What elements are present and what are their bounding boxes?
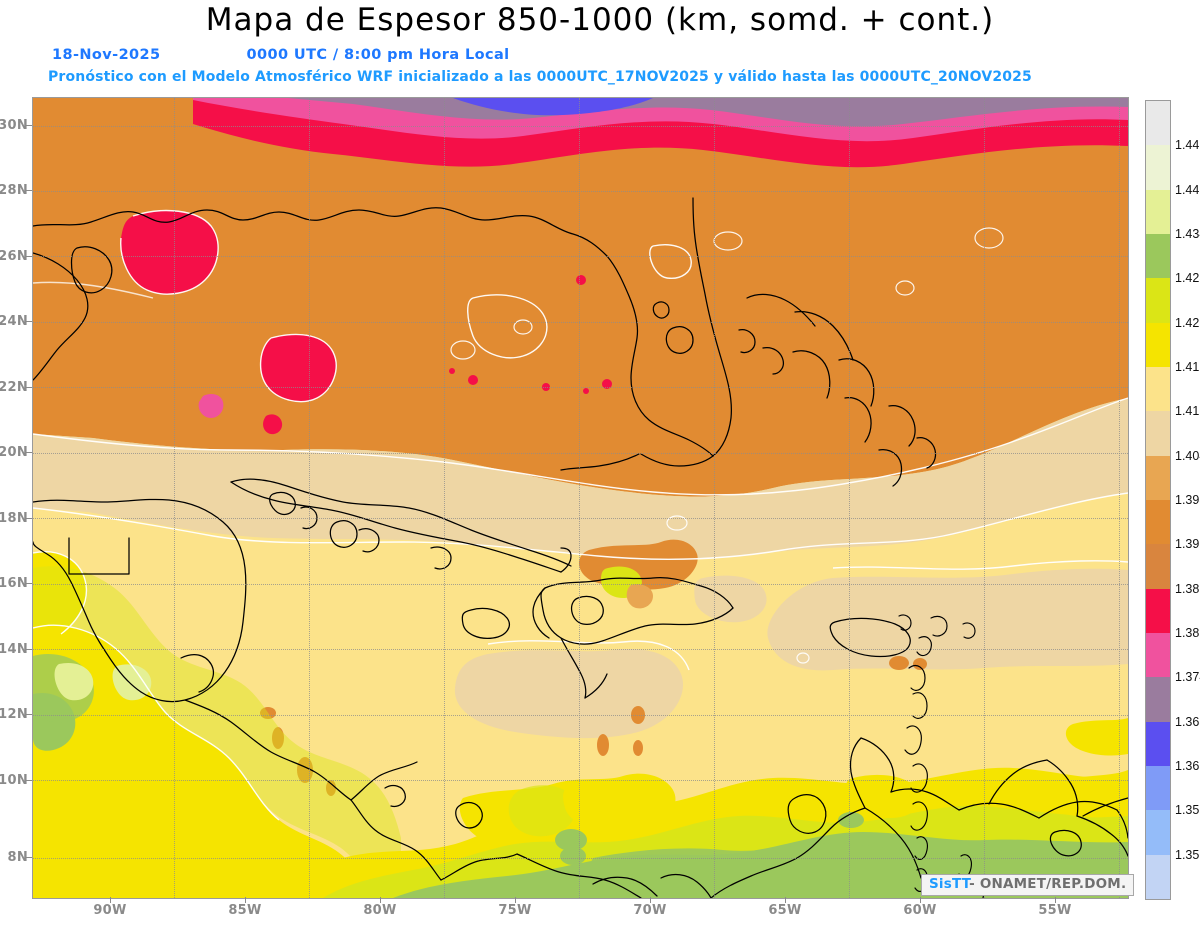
lon-label-85w: 85W (228, 903, 262, 918)
lat-label-22n: 22N (0, 380, 28, 395)
lat-label-18n: 18N (0, 511, 28, 526)
colorbar-swatch (1146, 278, 1170, 323)
colorbar-tick-label: 1.428 (1175, 271, 1200, 286)
lon-label-70w: 70W (633, 903, 667, 918)
colorbar-swatch (1146, 411, 1170, 456)
sistt-brand: SisTT (929, 876, 970, 892)
colorbar-swatch (1146, 322, 1170, 367)
colorbar-tick-label: 1.386 (1175, 581, 1200, 596)
colorbar-tick-label: 1.368 (1175, 714, 1200, 729)
lat-label-12n: 12N (0, 707, 28, 722)
lon-label-80w: 80W (363, 903, 397, 918)
colorbar-tick-label: 1.422 (1175, 315, 1200, 330)
colorbar-swatch (1146, 544, 1170, 589)
lat-label-28n: 28N (0, 183, 28, 198)
lon-label-75w: 75W (498, 903, 532, 918)
map-canvas[interactable] (32, 97, 1129, 899)
colorbar-tick-label: 1.404 (1175, 448, 1200, 463)
colorbar-swatch (1146, 632, 1170, 678)
agency-label: - ONAMET/REP.DOM. (969, 876, 1127, 892)
thickness-contour-field (33, 98, 1128, 898)
lat-label-30n: 30N (0, 118, 28, 133)
colorbar-tick-label: 1.362 (1175, 759, 1200, 773)
colorbar-swatch (1146, 145, 1170, 190)
colorbar-swatch (1146, 721, 1170, 766)
lat-label-10n: 10N (0, 773, 28, 788)
attribution-badge: SisTT- ONAMET/REP.DOM. (921, 874, 1135, 896)
colorbar-tick-label: 1.35 (1175, 847, 1200, 862)
valid-date: 18-Nov-2025 (52, 47, 161, 63)
colorbar-swatch (1146, 588, 1170, 633)
page-title: Mapa de Espesor 850-1000 (km, somd. + co… (205, 2, 995, 38)
lon-label-55w: 55W (1038, 903, 1072, 918)
lon-label-60w: 60W (903, 903, 937, 918)
colorbar-swatch (1146, 854, 1170, 899)
colorbar-swatch (1146, 765, 1170, 811)
colorbar-labels: 1.446 1.44 1.434 1.428 1.422 1.416 1.41 1.404 1.… (1175, 100, 1200, 900)
model-description: Pronóstico con el Modelo Atmosférico WRF… (48, 69, 1032, 85)
lat-label-26n: 26N (0, 249, 28, 264)
colorbar-tick-label: 1.356 (1175, 803, 1200, 818)
colorbar-swatch (1146, 455, 1170, 500)
colorbar-swatch (1146, 499, 1170, 545)
lat-label-24n: 24N (0, 314, 28, 329)
colorbar-tick-label: 1.38 (1175, 626, 1200, 640)
valid-datetime-line: 18-Nov-2025 0000 UTC / 8:00 pm Hora Local (52, 47, 510, 63)
colorbar-tick-label: 1.434 (1175, 227, 1200, 241)
lat-label-16n: 16N (0, 576, 28, 591)
lon-label-65w: 65W (768, 903, 802, 918)
colorbar-swatch (1146, 366, 1170, 412)
colorbar-tick-label: 1.374 (1175, 670, 1200, 685)
colorbar-tick-label: 1.446 (1175, 138, 1200, 153)
colorbar[interactable] (1145, 100, 1171, 900)
lat-label-14n: 14N (0, 642, 28, 657)
colorbar-swatch (1146, 677, 1170, 722)
lat-label-8n: 8N (7, 850, 28, 865)
colorbar-swatch (1146, 189, 1170, 234)
colorbar-tick-label: 1.44 (1175, 182, 1200, 197)
colorbar-tick-label: 1.41 (1175, 404, 1200, 419)
colorbar-swatch (1146, 810, 1170, 855)
colorbar-swatch (1146, 101, 1170, 146)
colorbar-swatch (1146, 233, 1170, 279)
lon-label-90w: 90W (93, 903, 127, 918)
colorbar-tick-label: 1.416 (1175, 360, 1200, 374)
valid-time: 0000 UTC / 8:00 pm Hora Local (246, 47, 510, 63)
lat-label-20n: 20N (0, 445, 28, 460)
colorbar-tick-label: 1.398 (1175, 493, 1200, 507)
colorbar-tick-label: 1.392 (1175, 537, 1200, 552)
